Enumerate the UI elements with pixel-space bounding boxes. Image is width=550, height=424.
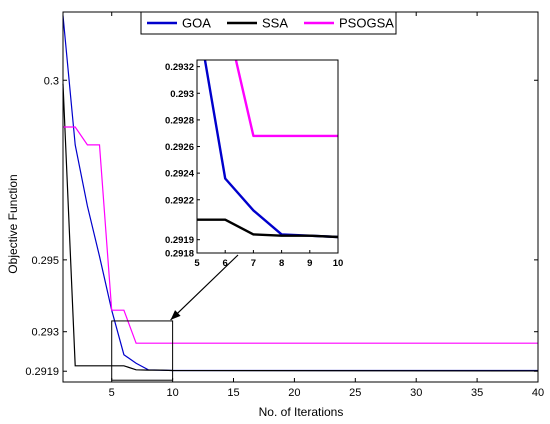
inset-x-tick-label: 7 xyxy=(251,258,256,269)
inset-x-tick-label: 5 xyxy=(194,258,200,269)
x-tick-label: 35 xyxy=(471,387,483,399)
inset-x-tick-label: 10 xyxy=(333,258,344,269)
x-tick-label: 20 xyxy=(288,387,300,399)
series-line-psogsa xyxy=(63,126,538,344)
legend-label-psogsa: PSOGSA xyxy=(339,16,394,31)
y-tick-label: 0.2919 xyxy=(25,366,59,378)
inset-y-tick-label: 0.2928 xyxy=(165,115,194,126)
series-line-ssa xyxy=(62,83,539,372)
inset-x-tick-label: 8 xyxy=(279,258,284,269)
inset-x-tick-label: 9 xyxy=(307,258,312,269)
y-tick-label: 0.3 xyxy=(44,75,59,87)
inset-y-tick-label: 0.2926 xyxy=(165,142,194,153)
legend-label-goa: GOA xyxy=(182,16,211,31)
inset-series-line-ssa xyxy=(197,218,338,239)
zoom-arrow-head xyxy=(170,310,181,320)
x-tick-label: 5 xyxy=(109,387,115,399)
inset-x-tick-label: 6 xyxy=(223,258,228,269)
x-tick-label: 25 xyxy=(349,387,361,399)
zoom-arrow-line xyxy=(170,254,239,321)
inset-plot: 5 6 7 8 9 10 0.2918 0.2919 0.2922 0.2924 0.2926 0.2… xyxy=(165,59,344,321)
inset-y-tick-label: 0.2919 xyxy=(165,235,194,246)
x-tick-label: 10 xyxy=(166,387,178,399)
legend: GOA SSA PSOGSA xyxy=(140,11,397,35)
y-axis-label: Objective Function xyxy=(6,174,20,273)
legend-box xyxy=(140,11,397,35)
y-tick-label: 0.295 xyxy=(31,255,59,267)
legend-label-ssa: SSA xyxy=(262,16,288,31)
x-tick-label: 30 xyxy=(410,387,422,399)
inset-y-tick-label: 0.2932 xyxy=(165,62,194,73)
y-tick-label: 0.293 xyxy=(31,327,59,339)
inset-series-line-psogsa xyxy=(234,60,338,138)
x-tick-label: 15 xyxy=(227,387,239,399)
inset-y-tick-label: 0.2918 xyxy=(165,249,194,260)
zoom-region-box xyxy=(111,320,174,381)
inset-series-group xyxy=(197,60,338,239)
x-axis-label: No. of Iterations xyxy=(259,405,344,419)
inset-y-tick-label: 0.2924 xyxy=(165,169,195,180)
x-tick-label: 40 xyxy=(532,387,544,399)
inset-y-tick-label: 0.293 xyxy=(170,89,194,100)
inset-y-tick-label: 0.2922 xyxy=(165,195,194,206)
inset-area xyxy=(197,60,338,253)
inset-frame xyxy=(196,59,339,254)
